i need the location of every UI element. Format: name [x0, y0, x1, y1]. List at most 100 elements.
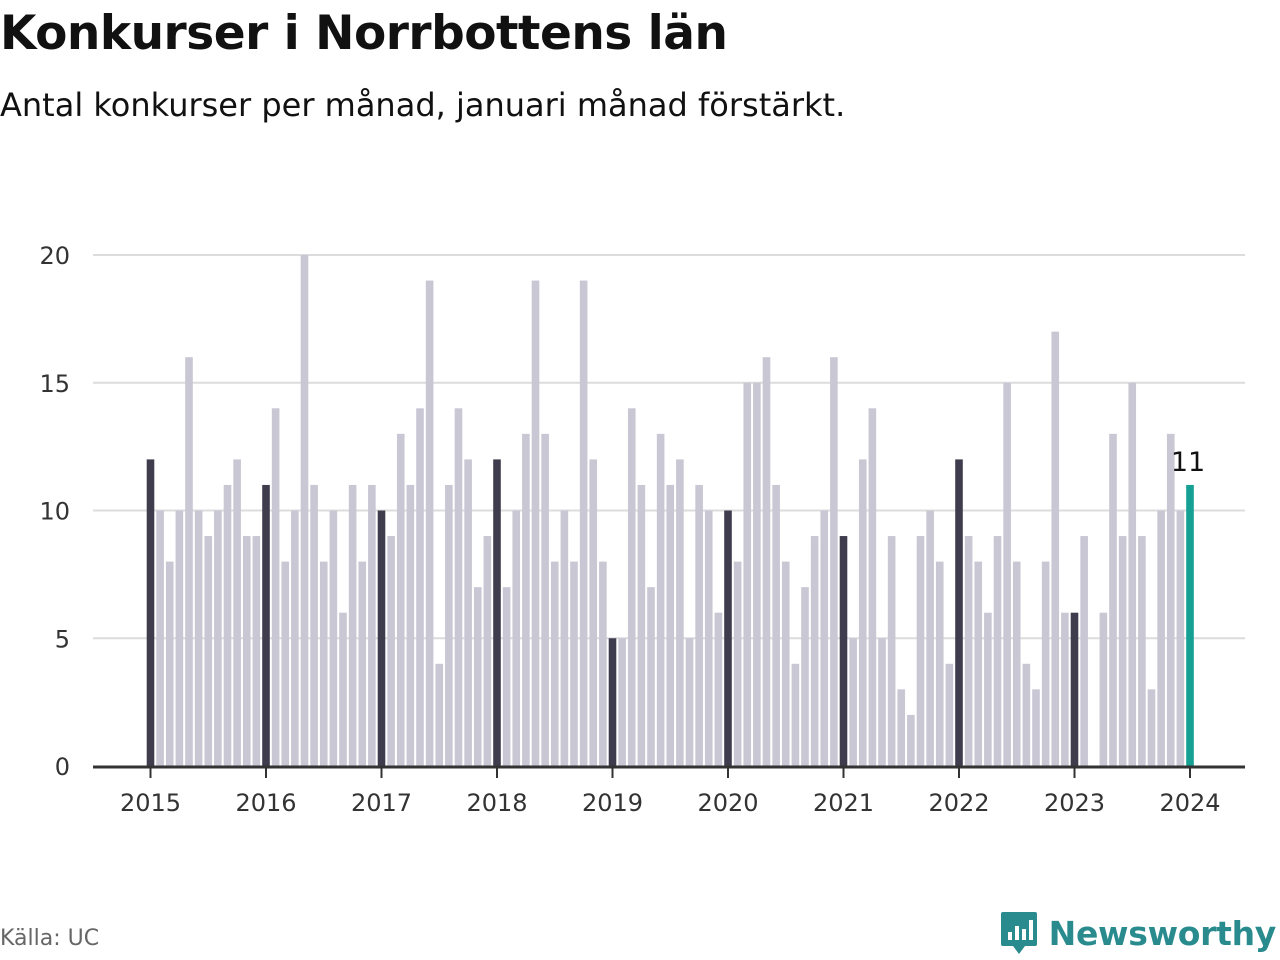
bar — [599, 561, 607, 766]
bar — [1109, 433, 1117, 766]
bar — [608, 638, 617, 766]
bar — [570, 561, 578, 766]
bar — [271, 408, 280, 766]
x-tick-label: 2016 — [235, 789, 296, 817]
bar — [165, 561, 174, 766]
bar — [1186, 484, 1194, 766]
bar — [512, 510, 521, 766]
bar — [579, 280, 588, 766]
bar — [550, 561, 559, 766]
bar — [1128, 382, 1137, 766]
bar — [974, 561, 983, 766]
bar — [339, 612, 347, 766]
bar — [637, 484, 646, 766]
bar — [1032, 689, 1040, 766]
y-tick-label: 10 — [39, 498, 70, 526]
bar — [1166, 433, 1175, 766]
bar — [233, 459, 241, 766]
bar — [319, 561, 328, 766]
labels: 0 5 10 15 20 2015 2016 2017 2018 2019 2020 2021 2022… — [39, 242, 1220, 817]
bar — [772, 484, 780, 766]
bar — [801, 587, 809, 766]
bar — [242, 536, 251, 766]
bar — [348, 484, 357, 766]
bar — [676, 459, 684, 766]
x-tick-label: 2023 — [1044, 789, 1105, 817]
bar — [618, 638, 626, 766]
bars — [146, 255, 1194, 766]
bar — [704, 510, 713, 766]
bar — [753, 382, 761, 766]
bar — [1022, 663, 1031, 766]
bar — [887, 536, 896, 766]
bar — [955, 459, 963, 766]
bar — [1041, 561, 1050, 766]
bar — [156, 510, 164, 766]
bar — [473, 587, 482, 766]
bar — [464, 459, 472, 766]
x-tick-label: 2024 — [1159, 789, 1220, 817]
bar — [329, 510, 338, 766]
bar — [1099, 612, 1108, 766]
bar — [1147, 689, 1156, 766]
x-tick-label: 2021 — [813, 789, 874, 817]
bar — [185, 357, 193, 766]
bar — [406, 484, 415, 766]
chart-title: Konkurser i Norrbottens län — [0, 6, 728, 61]
bar — [1003, 382, 1011, 766]
y-tick-label: 5 — [55, 625, 70, 653]
source-note: Källa: UC — [0, 926, 100, 951]
bar — [964, 536, 973, 766]
bar — [935, 561, 944, 766]
bar — [1051, 331, 1060, 766]
bar — [300, 255, 309, 766]
bar — [791, 663, 800, 766]
bar — [1157, 510, 1165, 766]
bar — [387, 536, 395, 766]
bar — [714, 612, 723, 766]
y-tick-label: 20 — [39, 242, 70, 270]
bar — [733, 561, 742, 766]
bar — [945, 663, 954, 766]
bar — [627, 408, 636, 766]
x-tick-label: 2017 — [351, 789, 412, 817]
x-tick-label: 2019 — [582, 789, 643, 817]
axes — [93, 765, 1245, 778]
bar — [435, 663, 444, 766]
bar — [223, 484, 232, 766]
x-tick-label: 2018 — [466, 789, 527, 817]
bar — [685, 638, 694, 766]
newsworthy-logo-icon — [1000, 912, 1037, 954]
bar — [858, 459, 867, 766]
bar — [1080, 536, 1088, 766]
bar — [781, 561, 790, 766]
brand-name: Newsworthy — [1048, 913, 1277, 953]
x-tick-label: 2020 — [697, 789, 758, 817]
bar — [1138, 536, 1146, 766]
bar — [204, 536, 213, 766]
bar — [493, 459, 501, 766]
bar — [839, 536, 848, 766]
y-tick-label: 15 — [39, 370, 70, 398]
bar — [666, 484, 675, 766]
bar — [252, 536, 261, 766]
bar — [445, 484, 453, 766]
bar — [358, 561, 367, 766]
y-tick-label: 0 — [55, 753, 70, 781]
bar — [656, 433, 665, 766]
bar — [589, 459, 598, 766]
bar — [483, 536, 492, 766]
bar — [531, 280, 540, 766]
bar — [291, 510, 299, 766]
bar — [281, 561, 290, 766]
bar — [878, 638, 886, 766]
bar — [743, 382, 752, 766]
bar — [868, 408, 877, 766]
bar — [262, 484, 270, 766]
bar — [1070, 612, 1079, 766]
bar — [1118, 536, 1127, 766]
bar — [762, 357, 771, 766]
bar — [416, 408, 424, 766]
bar — [647, 587, 655, 766]
bar — [897, 689, 906, 766]
